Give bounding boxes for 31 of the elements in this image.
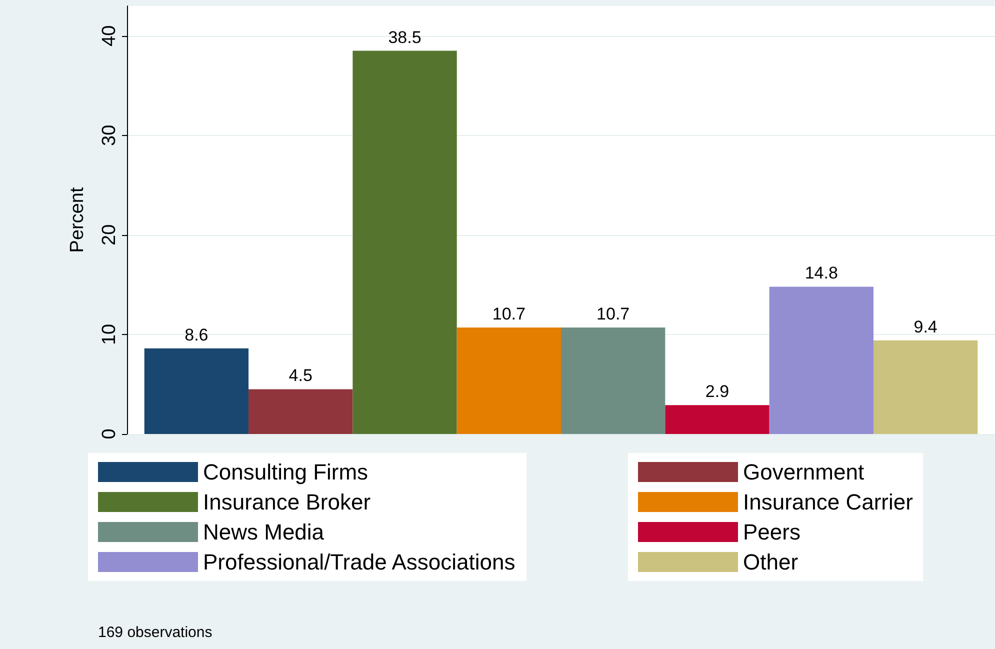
bar (144, 348, 249, 434)
bar (561, 328, 666, 434)
legend-label: Insurance Carrier (743, 490, 913, 514)
y-axis-title: Percent (67, 186, 88, 253)
data-label: 10.7 (596, 304, 630, 324)
data-label: 4.5 (288, 366, 312, 386)
y-tick-label: 30 (99, 124, 120, 146)
data-label: 10.7 (492, 304, 526, 324)
legend-label: Peers (743, 520, 800, 544)
legend-label: Professional/Trade Associations (203, 550, 516, 574)
bar (665, 405, 770, 434)
y-tick-label: 40 (99, 25, 120, 46)
bar (248, 389, 353, 434)
legend-label: News Media (203, 520, 325, 544)
data-label: 9.4 (914, 317, 938, 336)
data-label: 14.8 (804, 264, 838, 283)
text: 169 observations (98, 624, 212, 641)
legend-label: Other (743, 550, 798, 574)
data-label: 2.9 (705, 382, 730, 402)
data-label: 8.6 (184, 325, 208, 344)
legend-label: Insurance Broker (203, 490, 371, 514)
y-tick-label: 20 (99, 224, 120, 246)
data-label: 38.5 (388, 28, 422, 47)
legend-label: Government (743, 460, 864, 484)
bar (352, 50, 457, 434)
y-tick-label: 0 (99, 428, 120, 440)
bar (769, 286, 874, 434)
bar (873, 340, 978, 434)
y-tick-label: 10 (99, 324, 120, 346)
legend-label: Consulting Firms (203, 460, 368, 484)
bar (456, 328, 561, 434)
